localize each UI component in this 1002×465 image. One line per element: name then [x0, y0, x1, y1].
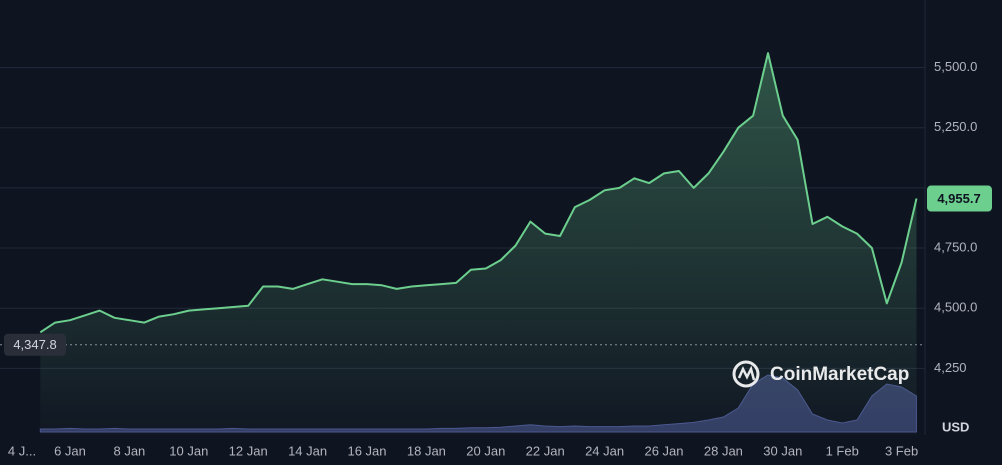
open-price-box — [4, 333, 66, 356]
watermark-logo-mark — [737, 365, 756, 381]
watermark-text: CoinMarketCap — [770, 364, 909, 385]
x-tick-label: 18 Jan — [407, 443, 446, 458]
x-tick-label: 10 Jan — [169, 443, 208, 458]
watermark-logo — [732, 360, 760, 388]
y-tick-label: 4,500.0 — [934, 300, 977, 315]
open-price-label: 4,347.8 — [13, 337, 56, 352]
x-tick-label: 26 Jan — [644, 443, 683, 458]
x-tick-label: 16 Jan — [347, 443, 386, 458]
price-line — [39, 52, 918, 334]
y-tick-label: 5,250.0 — [934, 119, 977, 134]
x-tick-label: 14 Jan — [288, 443, 327, 458]
last-price-label: 4,955.7 — [937, 191, 980, 206]
x-tick-label: 24 Jan — [585, 443, 624, 458]
watermark: CoinMarketCap — [732, 360, 909, 388]
y-tick-label: 4,750.0 — [934, 239, 977, 254]
x-tick-label: 6 Jan — [54, 443, 86, 458]
price-area — [40, 53, 917, 435]
x-tick-label: 28 Jan — [704, 443, 743, 458]
x-tick-label: 1 Feb — [826, 443, 859, 458]
x-tick-label: 3 Feb — [885, 443, 918, 458]
x-tick-label: 4 J... — [8, 443, 36, 458]
last-price-box — [927, 185, 992, 212]
x-tick-label: 22 Jan — [526, 443, 565, 458]
x-tick-label: 20 Jan — [466, 443, 505, 458]
x-tick-label: 8 Jan — [113, 443, 145, 458]
x-tick-label: 12 Jan — [229, 443, 268, 458]
currency-label: USD — [942, 419, 969, 434]
x-tick-label: 30 Jan — [763, 443, 802, 458]
y-tick-label: 5,500.0 — [934, 59, 977, 74]
y-tick-label: 4,250 — [934, 360, 967, 375]
